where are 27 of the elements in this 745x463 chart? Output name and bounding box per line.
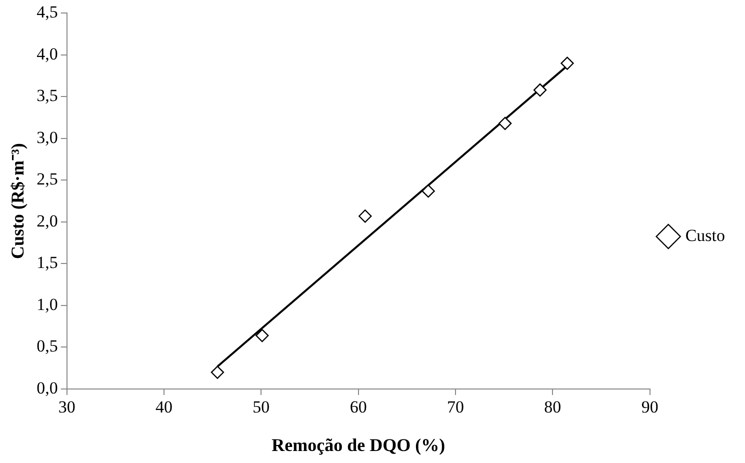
- y-tick-label: 0,0: [36, 378, 58, 398]
- point: [498, 116, 512, 130]
- y-tick-label: 1,0: [36, 294, 58, 314]
- x-tick-label: 90: [641, 398, 658, 417]
- x-tick-label: 60: [350, 398, 367, 417]
- x-tick-label: 70: [447, 398, 464, 417]
- y-tick-label: 3,5: [36, 86, 58, 106]
- x-tick-label: 40: [156, 398, 173, 417]
- y-tick-label: 4,0: [36, 44, 58, 64]
- x-tick-label: 80: [544, 398, 562, 417]
- y-tick-label: 3,0: [36, 128, 58, 147]
- x-tick-label: 50: [252, 398, 270, 417]
- y-axis-title: Custo (R$·m⁻³): [7, 143, 28, 260]
- y-tick-label: 2,5: [36, 170, 58, 189]
- x-axis-title: Remoção de DQO (%): [272, 434, 446, 455]
- y-tick-label: 2,0: [36, 211, 58, 230]
- point: [560, 56, 574, 70]
- point: [422, 184, 435, 198]
- y-tick-label: 1,5: [36, 253, 58, 272]
- legend-label: Custo: [685, 226, 726, 245]
- x-tick-label: 30: [58, 398, 76, 417]
- y-tick-label: 4,5: [36, 2, 58, 22]
- point: [358, 210, 372, 223]
- point: [256, 328, 269, 342]
- point: [210, 366, 224, 379]
- y-tick-label: 0,5: [36, 336, 58, 356]
- point: [533, 83, 547, 97]
